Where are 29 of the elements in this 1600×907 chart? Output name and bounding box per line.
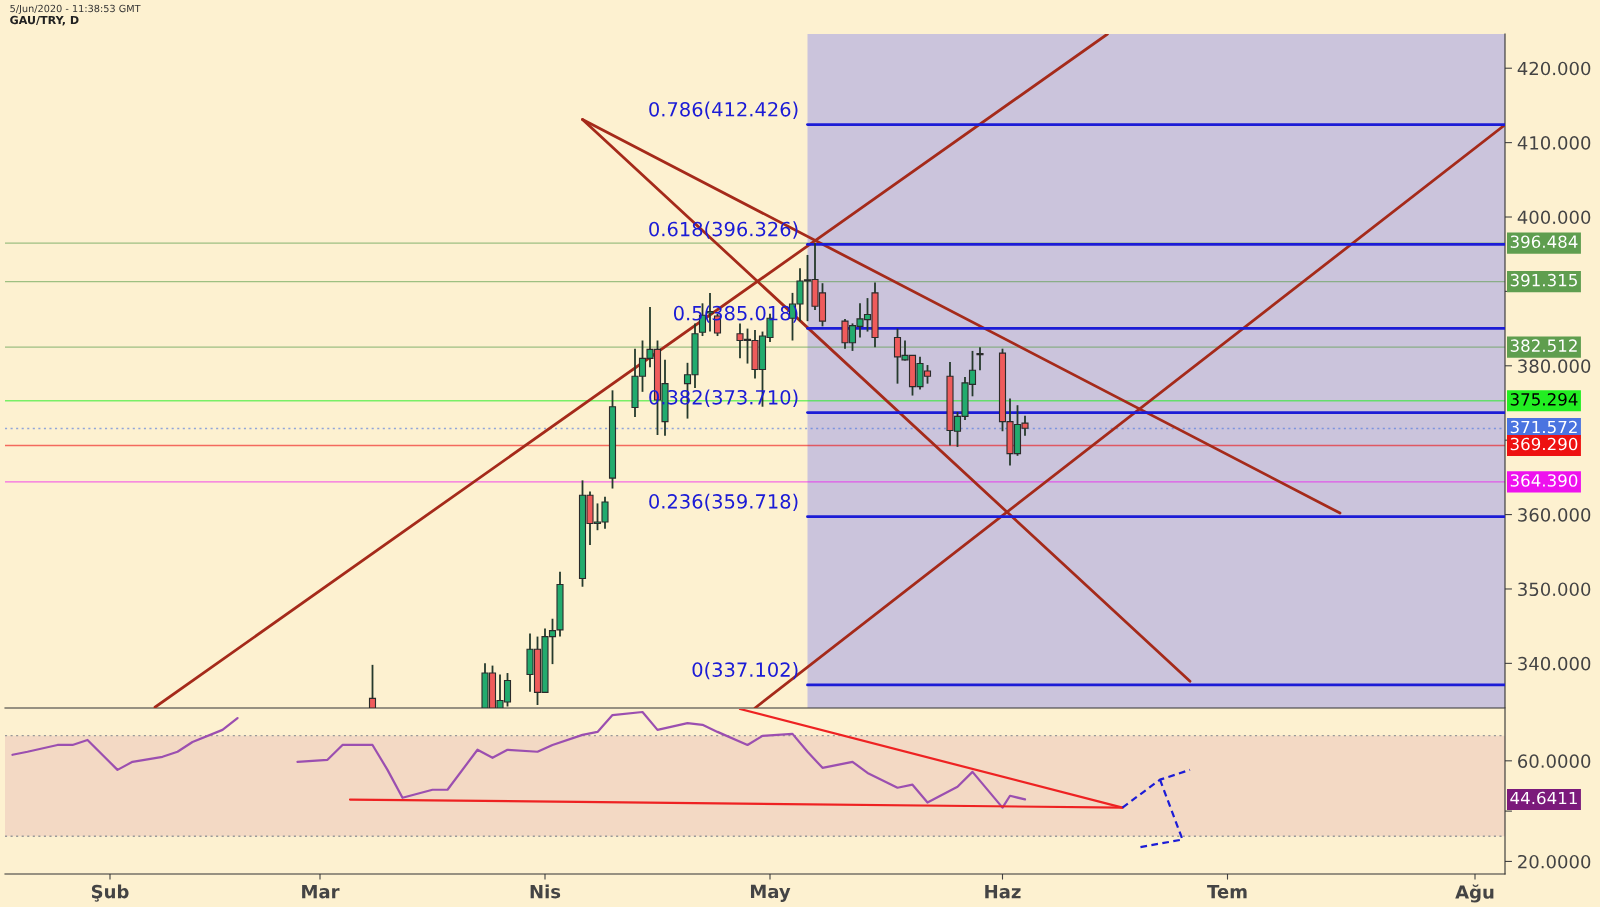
ref-line-label: 391.315 [1510, 273, 1577, 287]
x-tick-label: May [750, 884, 791, 902]
y-tick-label: 60.0000 [1518, 754, 1591, 768]
ref-line-label: 364.390 [1510, 474, 1578, 487]
text: 5/Jun/2020 - 11:38:53 GMT [10, 4, 141, 14]
y-tick-label: 400.000 [1517, 210, 1591, 225]
ref-line-label: 369.290 [1510, 437, 1578, 451]
x-tick-label: Mar [302, 884, 340, 899]
y-tick-label: 20.0000 [1518, 854, 1591, 869]
ref-line-label: 382.512 [1510, 339, 1577, 352]
x-tick-label: Haz [985, 884, 1021, 899]
x-tick-label: Nis [530, 884, 561, 899]
series-label: 0(337.102) [692, 661, 798, 680]
y-tick-label: 380.000 [1518, 359, 1591, 373]
chart-title: GAU/TRY, D [10, 15, 79, 26]
y-tick-label: 350.000 [1518, 582, 1591, 597]
x-tick-label: Tem [1207, 884, 1247, 899]
y-tick-label: 420.000 [1517, 61, 1591, 76]
x-tick-label: Ağu [1455, 884, 1494, 903]
y-tick-label: 340.000 [1518, 656, 1591, 671]
text: 44.6411 [1510, 791, 1577, 805]
ref-line-label: 375.294 [1510, 393, 1578, 406]
series-label: 0.786(412.426) [649, 101, 798, 119]
ref-line-label: 396.484 [1510, 235, 1578, 248]
y-tick-label: 410.000 [1517, 136, 1591, 150]
x-tick-label: Şub [91, 884, 129, 902]
ref-line-label: 371.572 [1510, 420, 1577, 434]
y-tick-label: 360.000 [1518, 508, 1591, 522]
series-label: 0.236(359.718) [649, 493, 798, 512]
